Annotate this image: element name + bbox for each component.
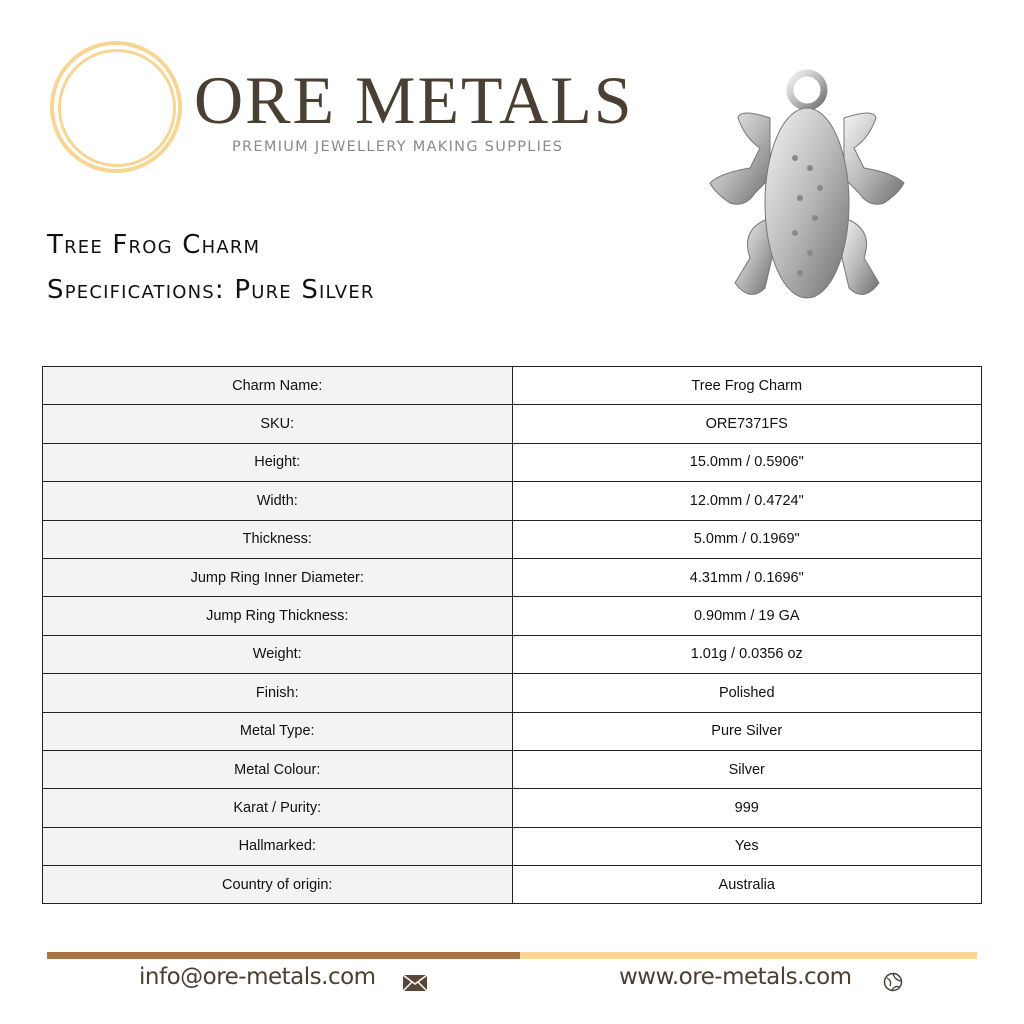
spec-row: Finish: Polished — [42, 673, 982, 713]
spec-row: Height: 15.0mm / 0.5906" — [42, 442, 982, 483]
spec-label: Country of origin: — [42, 865, 513, 905]
spec-table: Charm Name: Tree Frog Charm SKU: ORE7371FS H… — [42, 365, 982, 905]
spec-value: 0.90mm / 19 GA — [511, 596, 982, 636]
spec-value: Polished — [511, 673, 982, 713]
spec-row: Weight: 1.01g / 0.0356 oz — [42, 634, 982, 675]
spec-label: Jump Ring Thickness: — [42, 596, 513, 636]
spec-row: Jump Ring Inner Diameter: 4.31mm / 0.1696… — [42, 557, 982, 598]
product-subtitle: Specifications: Pure Silver — [47, 275, 375, 305]
spec-value: 1.01g / 0.0356 oz — [511, 634, 982, 675]
spec-label: SKU: — [42, 404, 513, 444]
spec-label: Metal Colour: — [42, 749, 513, 790]
spec-label: Finish: — [42, 673, 513, 713]
spec-value: 15.0mm / 0.5906" — [511, 442, 982, 483]
spec-row: Thickness: 5.0mm / 0.1969" — [42, 519, 982, 559]
logo-inner-ring-icon — [58, 49, 176, 167]
envelope-icon — [403, 975, 427, 991]
spec-value: 5.0mm / 0.1969" — [511, 519, 982, 559]
spec-row: Jump Ring Thickness: 0.90mm / 19 GA — [42, 596, 982, 636]
frog-charm-image — [709, 69, 905, 299]
spec-row: Country of origin: Australia — [42, 865, 982, 905]
spec-row: Charm Name: Tree Frog Charm — [42, 365, 982, 406]
brand-name: ORE METALS — [194, 62, 634, 138]
spec-label: Thickness: — [42, 519, 513, 559]
spec-value: Silver — [511, 749, 982, 790]
spec-row: Metal Colour: Silver — [42, 749, 982, 790]
spec-row: Karat / Purity: 999 — [42, 788, 982, 828]
product-title: Tree Frog Charm — [47, 230, 261, 260]
globe-icon — [883, 972, 903, 992]
spec-value: 999 — [511, 788, 982, 828]
spec-value: ORE7371FS — [511, 404, 982, 444]
spec-row: SKU: ORE7371FS — [42, 404, 982, 444]
spec-label: Width: — [42, 481, 513, 521]
website-link[interactable]: www.ore-metals.com — [619, 964, 852, 990]
spec-label: Jump Ring Inner Diameter: — [42, 557, 513, 598]
footer-bar-right — [520, 952, 977, 959]
spec-label: Karat / Purity: — [42, 788, 513, 828]
footer-bar-left — [47, 952, 520, 959]
spec-label: Weight: — [42, 634, 513, 675]
spec-value: Pure Silver — [511, 711, 982, 751]
logo-ring-icon — [50, 41, 182, 173]
spec-label: Metal Type: — [42, 711, 513, 751]
spec-label: Charm Name: — [42, 365, 513, 406]
spec-value: Tree Frog Charm — [511, 365, 982, 406]
spec-label: Hallmarked: — [42, 826, 513, 867]
spec-value: Yes — [511, 826, 982, 867]
spec-row: Hallmarked: Yes — [42, 826, 982, 867]
spec-value: 4.31mm / 0.1696" — [511, 557, 982, 598]
spec-row: Width: 12.0mm / 0.4724" — [42, 481, 982, 521]
spec-label: Height: — [42, 442, 513, 483]
brand-tagline: PREMIUM JEWELLERY MAKING SUPPLIES — [232, 139, 564, 155]
spec-value: 12.0mm / 0.4724" — [511, 481, 982, 521]
email-link[interactable]: info@ore-metals.com — [139, 964, 376, 990]
spec-row: Metal Type: Pure Silver — [42, 711, 982, 751]
spec-value: Australia — [511, 865, 982, 905]
